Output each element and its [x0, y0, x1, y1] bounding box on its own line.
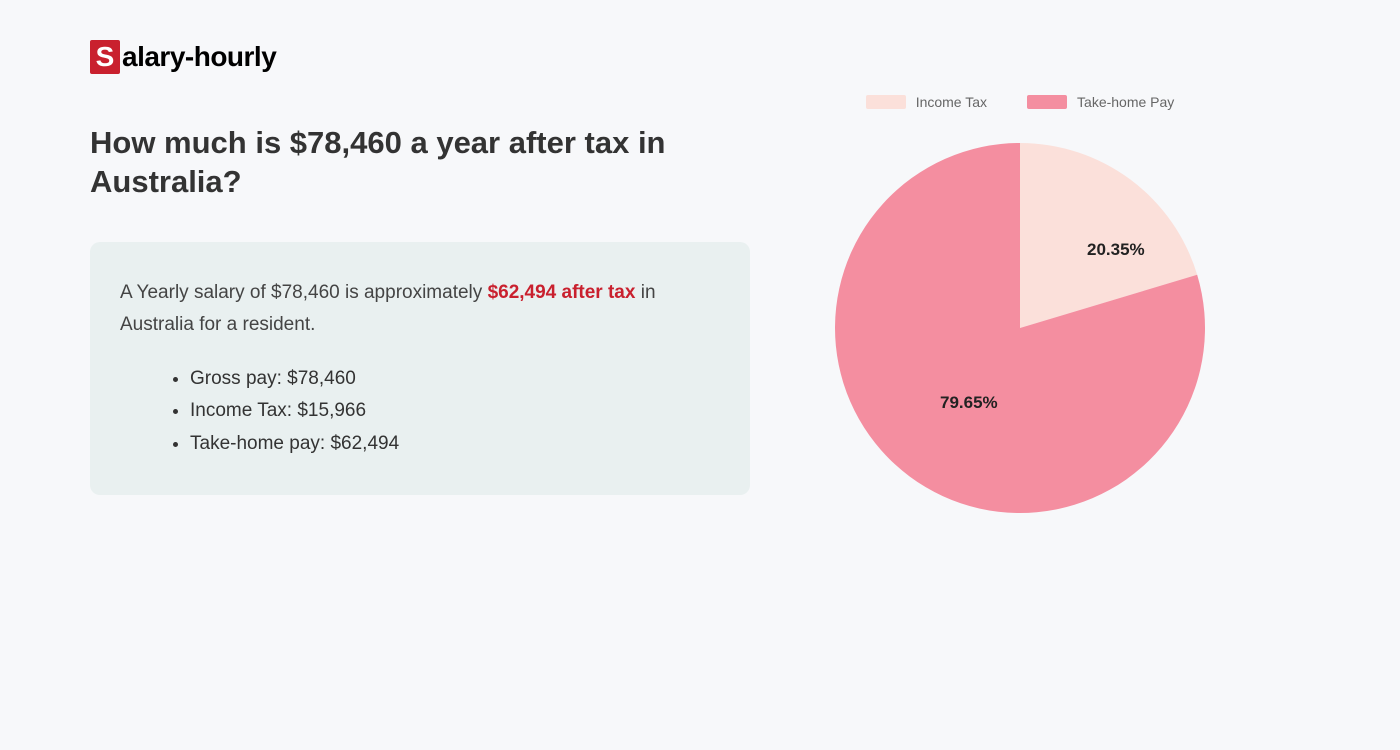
page-title: How much is $78,460 a year after tax in … — [90, 124, 750, 202]
slice-label-take-home: 79.65% — [940, 393, 998, 413]
summary-box: A Yearly salary of $78,460 is approximat… — [90, 242, 750, 495]
summary-highlight: $62,494 after tax — [488, 282, 636, 303]
legend-item-income-tax: Income Tax — [866, 94, 987, 110]
logo-text: alary-hourly — [122, 41, 276, 73]
legend-swatch — [1027, 95, 1067, 109]
list-item: Gross pay: $78,460 — [190, 363, 720, 395]
left-column: How much is $78,460 a year after tax in … — [90, 124, 750, 495]
legend-label: Income Tax — [916, 94, 987, 110]
bullet-list: Gross pay: $78,460 Income Tax: $15,966 T… — [120, 363, 720, 460]
pie-chart: 20.35% 79.65% — [835, 128, 1205, 518]
logo-badge: S — [90, 40, 120, 74]
summary-prefix: A Yearly salary of $78,460 is approximat… — [120, 282, 488, 303]
legend-label: Take-home Pay — [1077, 94, 1174, 110]
site-logo: S alary-hourly — [90, 40, 1310, 74]
chart-column: Income Tax Take-home Pay 20.35% 79.65% — [810, 94, 1230, 518]
legend-swatch — [866, 95, 906, 109]
list-item: Take-home pay: $62,494 — [190, 428, 720, 460]
legend-item-take-home: Take-home Pay — [1027, 94, 1174, 110]
content-row: How much is $78,460 a year after tax in … — [90, 124, 1310, 518]
chart-legend: Income Tax Take-home Pay — [866, 94, 1175, 110]
pie-svg — [835, 128, 1205, 518]
list-item: Income Tax: $15,966 — [190, 395, 720, 427]
page-container: S alary-hourly How much is $78,460 a yea… — [0, 0, 1400, 558]
slice-label-income-tax: 20.35% — [1087, 240, 1145, 260]
summary-text: A Yearly salary of $78,460 is approximat… — [120, 277, 720, 342]
